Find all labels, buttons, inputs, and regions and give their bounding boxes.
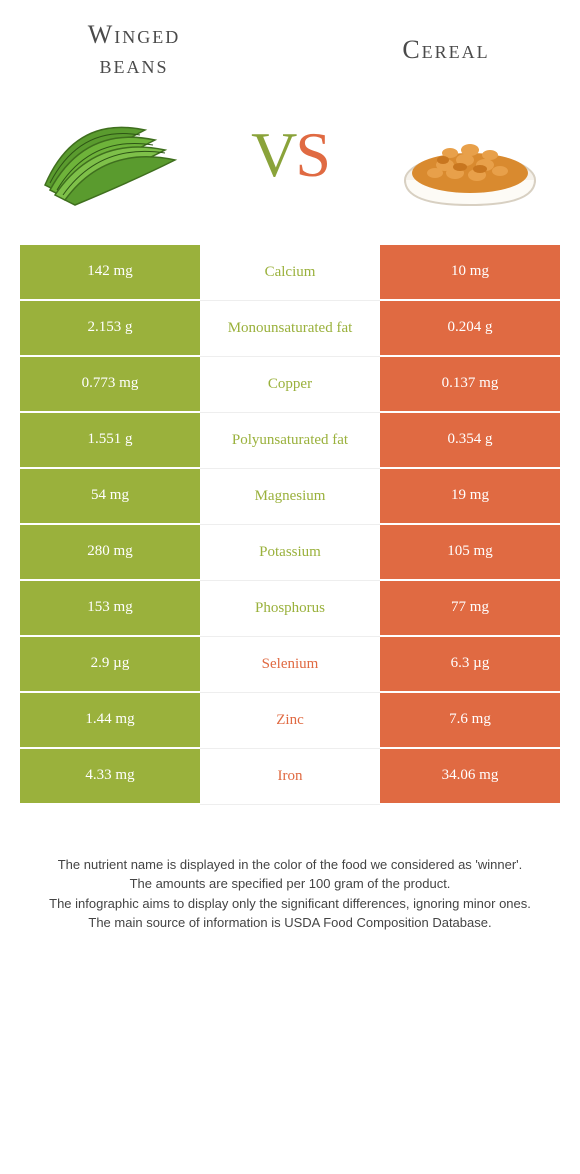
left-value: 2.9 µg — [20, 637, 200, 693]
right-value: 105 mg — [380, 525, 560, 581]
right-value: 0.354 g — [380, 413, 560, 469]
header-titles: Wingedbeans Cereal — [0, 20, 580, 80]
footer-line-3: The infographic aims to display only the… — [30, 894, 550, 914]
table-row: 142 mgCalcium10 mg — [20, 245, 560, 301]
table-row: 280 mgPotassium105 mg — [20, 525, 560, 581]
left-value: 1.551 g — [20, 413, 200, 469]
infographic: Wingedbeans Cereal VS — [0, 0, 580, 933]
nutrient-label: Polyunsaturated fat — [200, 413, 380, 469]
vs-label: VS — [251, 118, 329, 192]
left-value: 0.773 mg — [20, 357, 200, 413]
table-row: 1.551 gPolyunsaturated fat0.354 g — [20, 413, 560, 469]
right-food-title: Cereal — [342, 35, 550, 65]
table-row: 4.33 mgIron34.06 mg — [20, 749, 560, 805]
table-row: 54 mgMagnesium19 mg — [20, 469, 560, 525]
nutrient-label: Selenium — [200, 637, 380, 693]
vs-v: V — [251, 119, 295, 190]
right-value: 6.3 µg — [380, 637, 560, 693]
left-value: 4.33 mg — [20, 749, 200, 805]
footer-line-2: The amounts are specified per 100 gram o… — [30, 874, 550, 894]
right-value: 0.204 g — [380, 301, 560, 357]
footer-line-1: The nutrient name is displayed in the co… — [30, 855, 550, 875]
table-row: 1.44 mgZinc7.6 mg — [20, 693, 560, 749]
right-value: 7.6 mg — [380, 693, 560, 749]
right-value: 10 mg — [380, 245, 560, 301]
nutrient-label: Iron — [200, 749, 380, 805]
right-value: 77 mg — [380, 581, 560, 637]
left-value: 153 mg — [20, 581, 200, 637]
cereal-image — [385, 95, 555, 215]
nutrient-label: Copper — [200, 357, 380, 413]
left-value: 280 mg — [20, 525, 200, 581]
nutrient-label: Potassium — [200, 525, 380, 581]
footer-notes: The nutrient name is displayed in the co… — [0, 855, 580, 933]
left-value: 1.44 mg — [20, 693, 200, 749]
right-value: 34.06 mg — [380, 749, 560, 805]
right-value: 19 mg — [380, 469, 560, 525]
left-food-title: Wingedbeans — [30, 20, 238, 80]
footer-line-4: The main source of information is USDA F… — [30, 913, 550, 933]
left-value: 2.153 g — [20, 301, 200, 357]
left-value: 142 mg — [20, 245, 200, 301]
comparison-table: 142 mgCalcium10 mg2.153 gMonounsaturated… — [20, 245, 560, 805]
table-row: 2.9 µgSelenium6.3 µg — [20, 637, 560, 693]
table-row: 0.773 mgCopper0.137 mg — [20, 357, 560, 413]
right-value: 0.137 mg — [380, 357, 560, 413]
winged-beans-image — [25, 95, 195, 215]
nutrient-label: Magnesium — [200, 469, 380, 525]
nutrient-label: Phosphorus — [200, 581, 380, 637]
nutrient-label: Monounsaturated fat — [200, 301, 380, 357]
vs-s: S — [295, 119, 329, 190]
table-row: 153 mgPhosphorus77 mg — [20, 581, 560, 637]
left-value: 54 mg — [20, 469, 200, 525]
table-row: 2.153 gMonounsaturated fat0.204 g — [20, 301, 560, 357]
images-row: VS — [0, 95, 580, 215]
nutrient-label: Zinc — [200, 693, 380, 749]
nutrient-label: Calcium — [200, 245, 380, 301]
